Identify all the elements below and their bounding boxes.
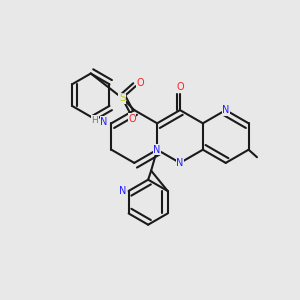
Text: N: N <box>119 186 126 196</box>
Text: O: O <box>137 78 144 88</box>
Text: O: O <box>128 113 136 124</box>
Text: N: N <box>153 145 161 155</box>
Text: H: H <box>92 116 98 125</box>
Text: O: O <box>176 82 184 92</box>
Text: S: S <box>119 93 126 103</box>
Text: N: N <box>176 158 184 168</box>
Text: N: N <box>222 105 230 115</box>
Text: N: N <box>100 117 108 127</box>
